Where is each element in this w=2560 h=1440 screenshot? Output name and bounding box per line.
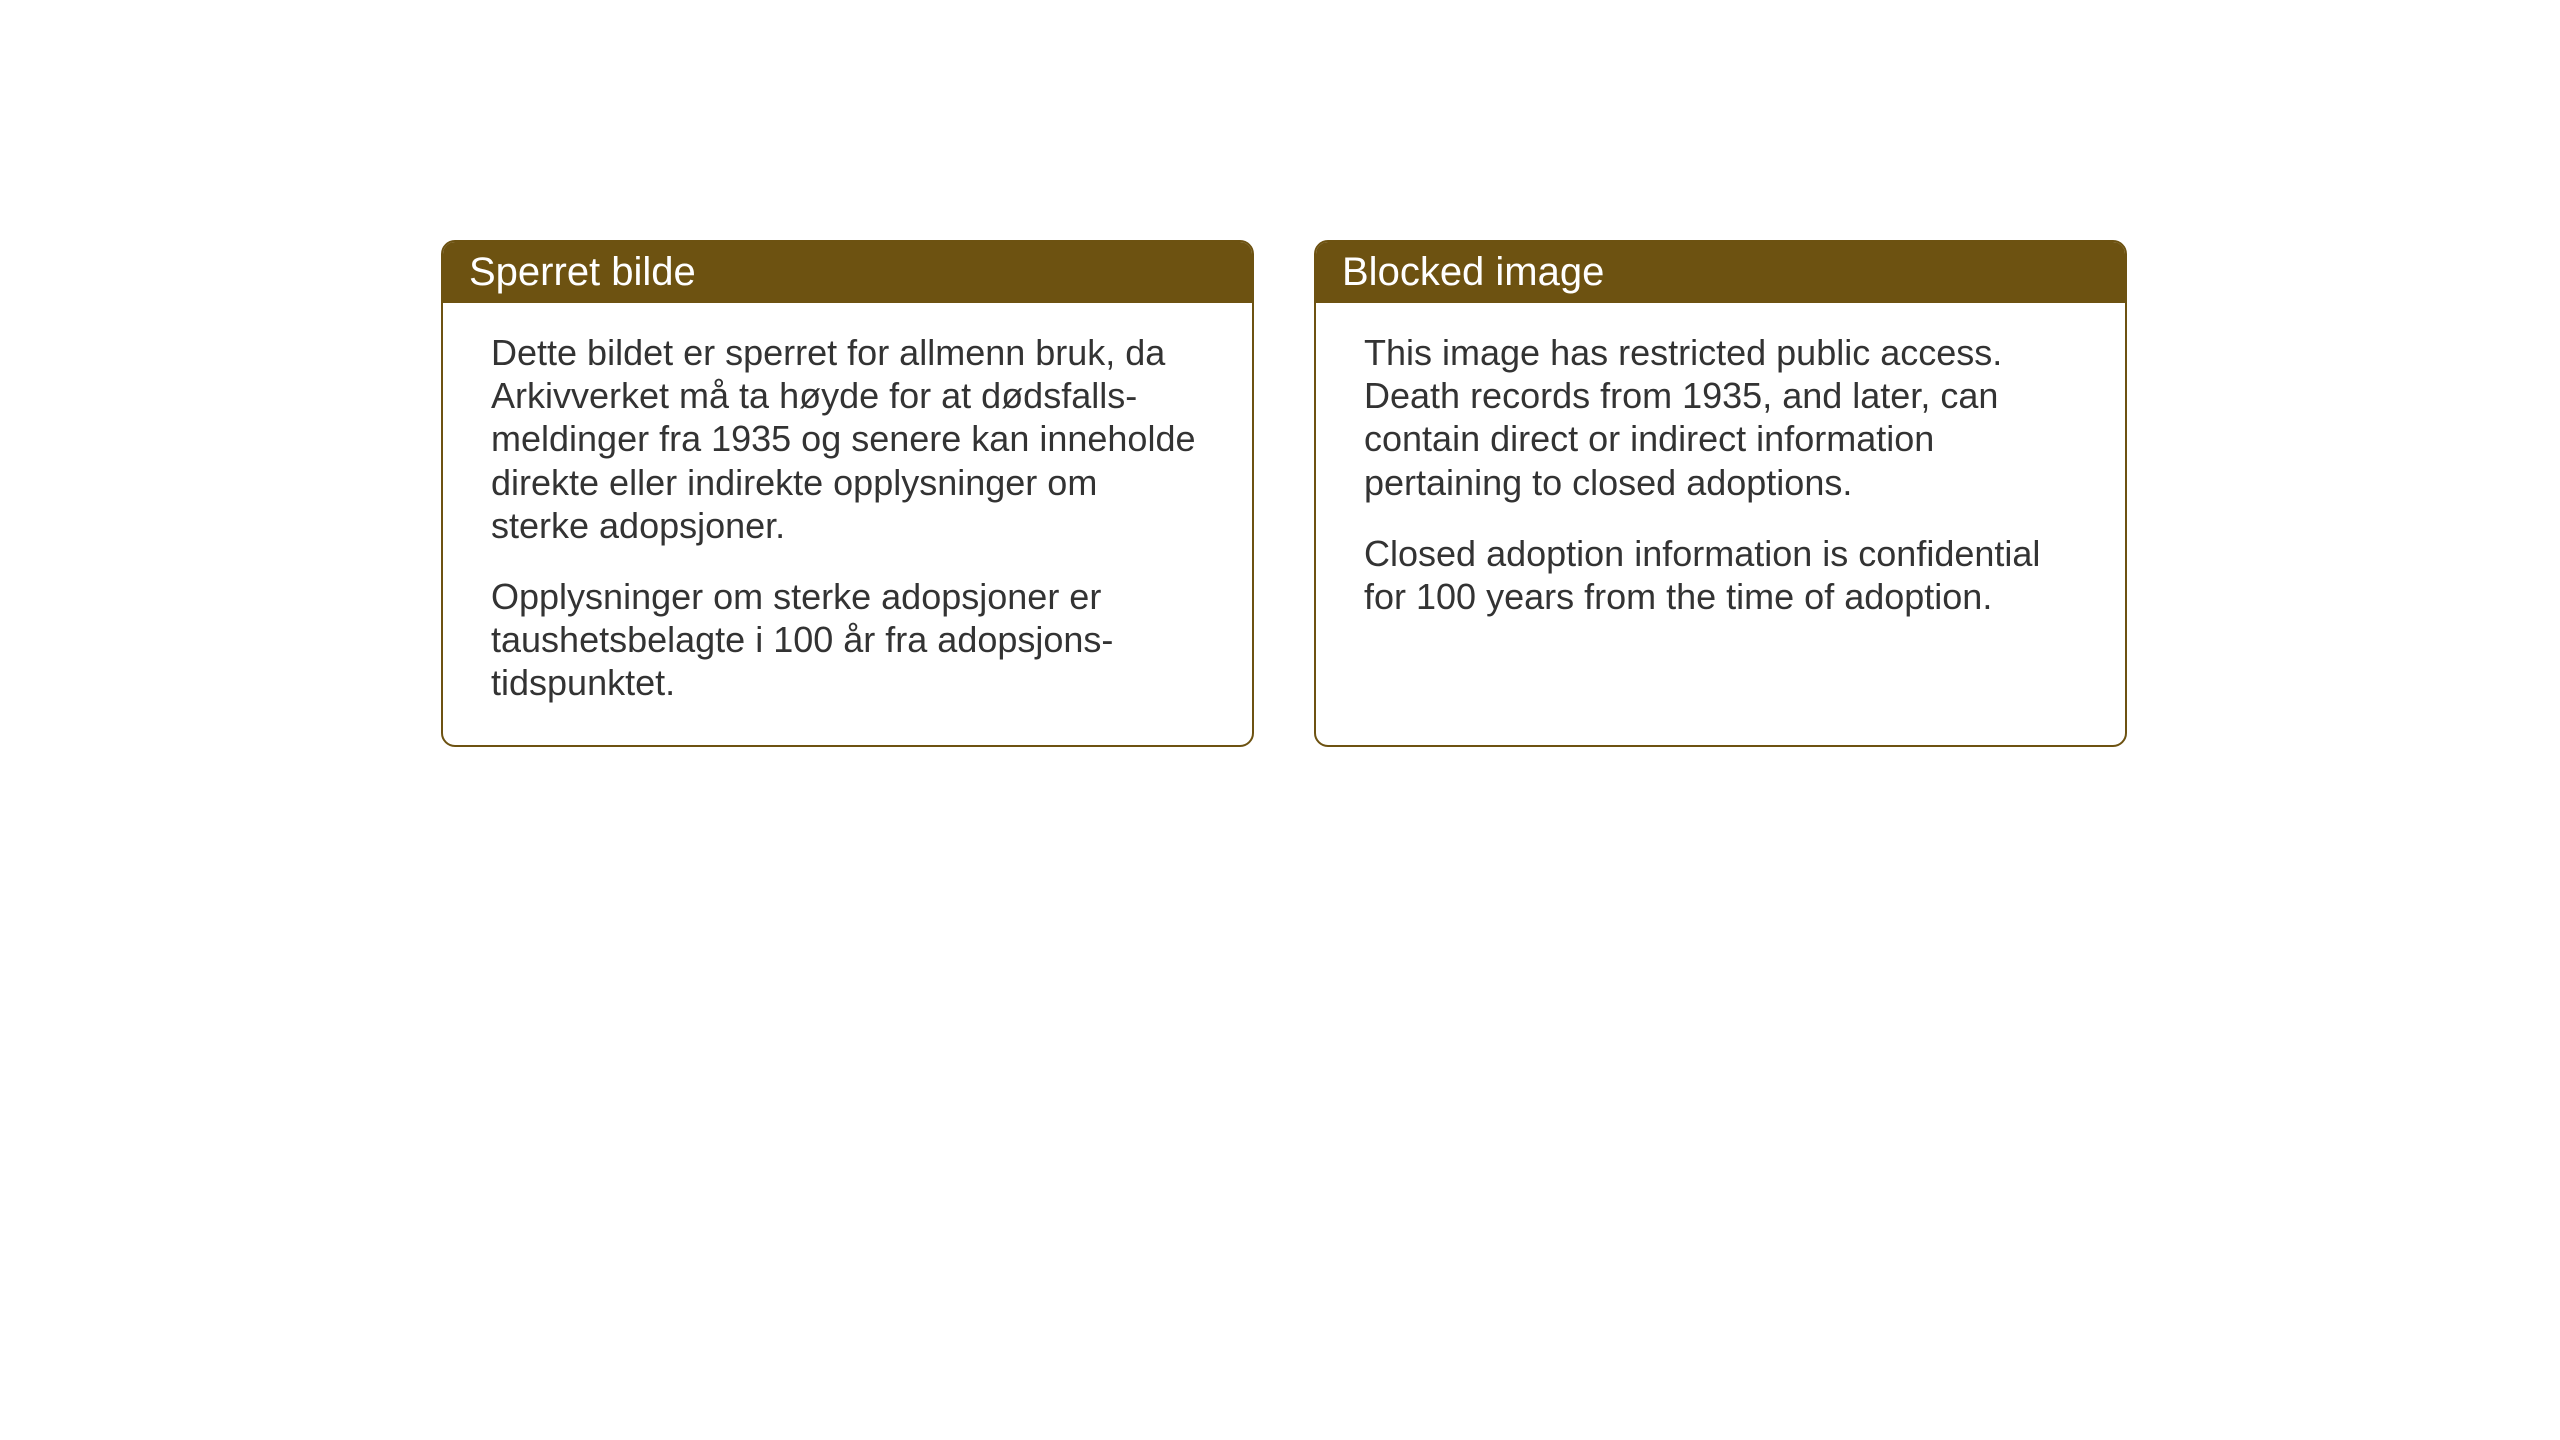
cards-container: Sperret bilde Dette bildet er sperret fo… <box>441 240 2127 747</box>
english-paragraph-2: Closed adoption information is confident… <box>1364 532 2077 618</box>
english-card-header: Blocked image <box>1316 242 2125 303</box>
norwegian-card: Sperret bilde Dette bildet er sperret fo… <box>441 240 1254 747</box>
english-paragraph-1: This image has restricted public access.… <box>1364 331 2077 504</box>
norwegian-card-title: Sperret bilde <box>469 250 696 294</box>
english-card-title: Blocked image <box>1342 250 1604 294</box>
norwegian-card-header: Sperret bilde <box>443 242 1252 303</box>
norwegian-card-body: Dette bildet er sperret for allmenn bruk… <box>443 303 1252 745</box>
norwegian-paragraph-2: Opplysninger om sterke adopsjoner er tau… <box>491 575 1204 705</box>
norwegian-paragraph-1: Dette bildet er sperret for allmenn bruk… <box>491 331 1204 547</box>
english-card: Blocked image This image has restricted … <box>1314 240 2127 747</box>
english-card-body: This image has restricted public access.… <box>1316 303 2125 658</box>
